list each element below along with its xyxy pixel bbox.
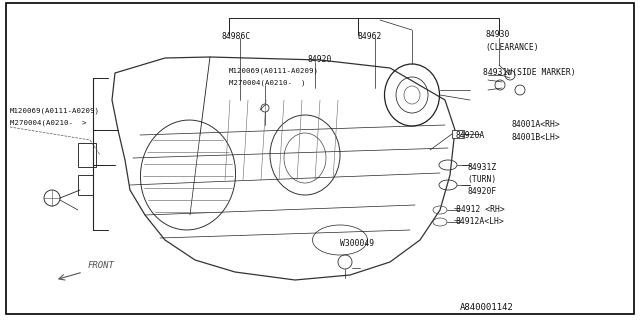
Text: 84986C: 84986C xyxy=(222,32,252,41)
Text: 84920F: 84920F xyxy=(467,187,496,196)
Text: FRONT: FRONT xyxy=(88,261,115,270)
Text: 84931W(SIDE MARKER): 84931W(SIDE MARKER) xyxy=(483,68,575,77)
Text: 84912A<LH>: 84912A<LH> xyxy=(456,217,505,226)
Bar xyxy=(78,143,96,167)
Text: 84962: 84962 xyxy=(358,32,382,41)
Text: W300049: W300049 xyxy=(340,239,374,248)
Text: (CLEARANCE): (CLEARANCE) xyxy=(485,43,539,52)
Text: 84001A<RH>: 84001A<RH> xyxy=(512,120,561,129)
Text: 84920: 84920 xyxy=(307,55,332,64)
Text: M120069(A0111-A0209): M120069(A0111-A0209) xyxy=(229,68,319,75)
Text: 84930: 84930 xyxy=(485,30,509,39)
Text: M270004(A0210-  >: M270004(A0210- > xyxy=(10,120,86,126)
Text: 84920A: 84920A xyxy=(456,131,485,140)
Bar xyxy=(78,175,93,195)
Text: 84001B<LH>: 84001B<LH> xyxy=(512,133,561,142)
Text: M270004(A0210-  ): M270004(A0210- ) xyxy=(229,80,305,86)
Text: 84912 <RH>: 84912 <RH> xyxy=(456,205,505,214)
Text: M120069(A0111-A0209): M120069(A0111-A0209) xyxy=(10,108,100,115)
Bar xyxy=(452,130,464,138)
Text: A840001142: A840001142 xyxy=(460,303,514,312)
Text: 84931Z: 84931Z xyxy=(467,163,496,172)
Text: (TURN): (TURN) xyxy=(467,175,496,184)
